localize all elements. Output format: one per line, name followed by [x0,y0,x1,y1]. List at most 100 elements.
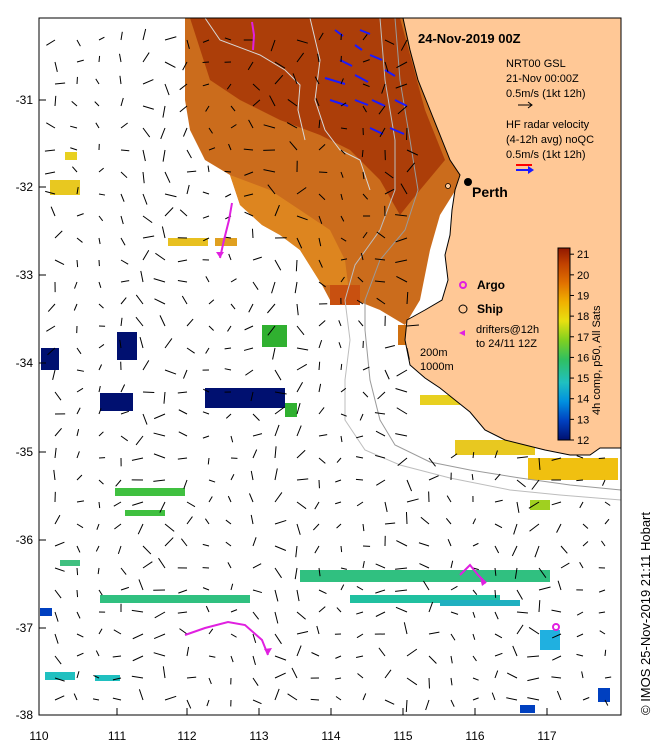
current-arrow [112,697,122,701]
current-arrow [355,456,364,459]
current-arrow [552,655,562,661]
current-arrow [425,699,430,711]
current-arrow [359,413,364,421]
current-arrow [384,188,395,195]
current-arrow [296,611,306,620]
current-arrow [494,670,499,679]
current-arrow [50,206,56,217]
current-arrow [76,500,85,503]
current-arrow [374,258,386,261]
current-arrow [252,83,261,91]
current-arrow [334,677,342,680]
current-arrow [120,317,123,327]
current-arrow [179,105,188,113]
current-arrow [202,215,210,219]
y-tick-label: -36 [16,533,34,547]
current-arrow [551,457,562,461]
x-tick-label: 114 [321,729,340,743]
current-arrow [181,295,188,305]
current-arrow [315,98,320,107]
current-arrow [138,689,144,701]
current-arrow [405,511,408,525]
current-arrow [579,561,584,569]
x-tick-label: 111 [108,729,127,743]
current-arrow [296,403,301,415]
current-arrow [406,149,419,156]
current-arrow [207,457,210,465]
current-arrow [396,540,408,547]
current-arrow [76,387,84,393]
current-arrow [227,562,232,569]
colorbar-ticks: 12 13 14 15 16 17 18 19 20 21 [570,249,589,447]
current-arrow [54,567,65,572]
colorbar-tick-label: 18 [577,311,589,323]
current-arrow [472,655,477,662]
current-arrow [355,478,364,481]
current-arrow [340,237,347,242]
current-arrow [98,303,104,309]
colorbar-tick-label: 20 [577,270,589,282]
current-arrow [472,542,479,547]
current-arrow [76,347,82,355]
current-arrow [251,228,254,239]
colorbar-tick-label: 16 [577,352,589,364]
current-arrow [513,523,518,535]
current-arrow [296,381,303,393]
current-arrow [244,171,254,176]
current-arrow [340,127,348,130]
current-arrow [164,83,170,96]
current-arrow [296,325,305,336]
current-arrow [164,171,171,183]
current-arrow [494,611,499,620]
current-arrow [296,363,308,371]
current-arrow [205,347,210,354]
current-arrow [295,259,298,272]
current-arrow [178,589,188,594]
current-arrow [362,391,369,398]
current-arrow [142,105,154,110]
current-arrow [98,237,101,245]
current-arrow [164,61,176,68]
colorbar-tick-label: 17 [577,332,589,344]
current-arrow [340,78,344,85]
current-arrow [362,366,370,371]
current-arrow [395,606,408,613]
current-arrow [397,457,408,466]
current-arrow [76,186,79,195]
ship-legend-label: Ship [477,302,503,316]
current-arrow [296,523,301,535]
radar-arrows [324,29,408,135]
current-arrow [296,645,302,657]
current-arrow [142,28,147,41]
current-arrow [208,655,216,658]
gsl-legend-line3: 0.5m/s (1kt 12h) [506,88,585,100]
current-arrow [120,193,125,202]
current-arrow [95,650,100,657]
plot-frame [38,17,622,716]
current-arrow [396,369,408,377]
current-arrow [205,105,210,112]
current-arrow [164,36,177,41]
current-arrow [54,447,57,459]
current-arrow [252,563,262,569]
current-arrow [207,165,210,173]
drifter-tracks [184,21,487,656]
current-arrow [340,584,345,591]
current-arrow [450,677,453,686]
current-arrow [71,100,78,107]
current-arrow [375,454,386,459]
current-arrow [54,633,59,644]
current-arrow [142,391,155,394]
radar-legend-line1: HF radar velocity [506,119,590,131]
current-arrow [374,412,386,415]
current-arrow [243,148,254,151]
current-arrow [164,523,175,532]
isobath-1000m-line [344,18,621,501]
gsl-legend-line2: 21-Nov 00:00Z [506,73,579,85]
current-arrow [400,39,408,51]
current-arrow [186,149,192,159]
current-arrow [162,149,166,162]
current-arrow [292,73,298,85]
current-arrow [54,82,66,85]
current-arrow [95,78,100,85]
